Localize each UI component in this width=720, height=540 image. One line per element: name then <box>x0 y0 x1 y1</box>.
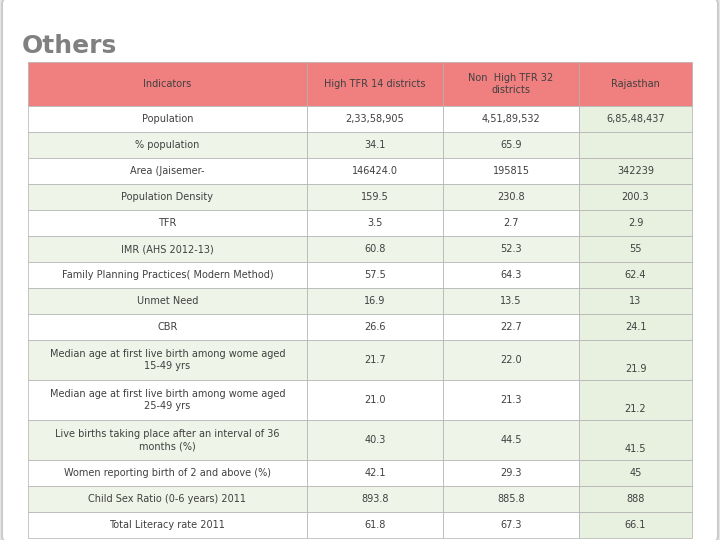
Text: 2.9: 2.9 <box>628 218 643 228</box>
Bar <box>443 62 579 106</box>
Text: 2,33,58,905: 2,33,58,905 <box>346 114 405 124</box>
Bar <box>579 512 692 538</box>
Bar <box>443 314 579 340</box>
Bar <box>443 340 579 380</box>
Text: 42.1: 42.1 <box>364 468 386 478</box>
Text: 62.4: 62.4 <box>625 270 647 280</box>
Bar <box>579 184 692 210</box>
Text: 22.7: 22.7 <box>500 322 522 332</box>
Text: 4,51,89,532: 4,51,89,532 <box>482 114 541 124</box>
Bar <box>307 460 443 486</box>
Bar <box>307 420 443 460</box>
Text: 21.7: 21.7 <box>364 355 386 365</box>
Text: 21.9: 21.9 <box>625 364 647 374</box>
Text: 2.7: 2.7 <box>503 218 519 228</box>
Bar <box>579 340 692 380</box>
Text: 61.8: 61.8 <box>364 520 386 530</box>
Text: 52.3: 52.3 <box>500 244 522 254</box>
Text: 41.5: 41.5 <box>625 444 647 454</box>
Text: 26.6: 26.6 <box>364 322 386 332</box>
Bar <box>579 158 692 184</box>
Text: 885.8: 885.8 <box>498 494 525 504</box>
Text: Unmet Need: Unmet Need <box>137 296 198 306</box>
Bar <box>307 262 443 288</box>
Bar <box>443 486 579 512</box>
Text: 342239: 342239 <box>617 166 654 176</box>
Text: Median age at first live birth among wome aged
15-49 yrs: Median age at first live birth among wom… <box>50 349 285 371</box>
Text: 60.8: 60.8 <box>364 244 386 254</box>
Bar <box>28 132 307 158</box>
Bar <box>28 236 307 262</box>
Bar <box>307 106 443 132</box>
Bar <box>579 62 692 106</box>
Bar <box>28 380 307 420</box>
Bar <box>443 512 579 538</box>
Text: TFR: TFR <box>158 218 176 228</box>
Bar <box>443 380 579 420</box>
Text: 57.5: 57.5 <box>364 270 386 280</box>
Text: 146424.0: 146424.0 <box>352 166 398 176</box>
Bar <box>307 314 443 340</box>
Bar <box>579 380 692 420</box>
Text: 21.0: 21.0 <box>364 395 386 405</box>
Text: 13.5: 13.5 <box>500 296 522 306</box>
Bar <box>307 210 443 236</box>
Text: Median age at first live birth among wome aged
25-49 yrs: Median age at first live birth among wom… <box>50 389 285 411</box>
Bar <box>579 132 692 158</box>
Bar <box>307 288 443 314</box>
Bar <box>28 460 307 486</box>
Bar <box>28 262 307 288</box>
Text: Total Literacy rate 2011: Total Literacy rate 2011 <box>109 520 225 530</box>
Text: 3.5: 3.5 <box>367 218 382 228</box>
Text: 6,85,48,437: 6,85,48,437 <box>606 114 665 124</box>
Bar <box>28 158 307 184</box>
Text: 13: 13 <box>629 296 642 306</box>
Text: % population: % population <box>135 140 199 150</box>
Bar <box>443 460 579 486</box>
Bar <box>307 158 443 184</box>
Text: 64.3: 64.3 <box>500 270 522 280</box>
Bar <box>307 512 443 538</box>
Bar <box>28 288 307 314</box>
Text: CBR: CBR <box>157 322 178 332</box>
Text: 40.3: 40.3 <box>364 435 386 445</box>
Bar <box>443 184 579 210</box>
Bar <box>28 62 307 106</box>
Bar <box>579 288 692 314</box>
Text: 21.3: 21.3 <box>500 395 522 405</box>
Text: Women reporting birth of 2 and above (%): Women reporting birth of 2 and above (%) <box>64 468 271 478</box>
Text: 200.3: 200.3 <box>622 192 649 202</box>
Bar <box>579 460 692 486</box>
Bar <box>579 210 692 236</box>
Text: 24.1: 24.1 <box>625 322 647 332</box>
Text: Child Sex Ratio (0-6 years) 2011: Child Sex Ratio (0-6 years) 2011 <box>89 494 246 504</box>
Text: 29.3: 29.3 <box>500 468 522 478</box>
Bar <box>579 236 692 262</box>
Text: 66.1: 66.1 <box>625 520 647 530</box>
Bar <box>579 420 692 460</box>
Bar <box>443 420 579 460</box>
Text: IMR (AHS 2012-13): IMR (AHS 2012-13) <box>121 244 214 254</box>
Text: 21.2: 21.2 <box>625 404 647 414</box>
Bar <box>307 132 443 158</box>
Bar <box>443 288 579 314</box>
Text: 159.5: 159.5 <box>361 192 389 202</box>
Text: Others: Others <box>22 34 117 58</box>
Text: 45: 45 <box>629 468 642 478</box>
Text: 34.1: 34.1 <box>364 140 386 150</box>
Bar <box>307 184 443 210</box>
Bar <box>443 236 579 262</box>
Text: Rajasthan: Rajasthan <box>611 79 660 89</box>
Text: Indicators: Indicators <box>143 79 192 89</box>
Text: 16.9: 16.9 <box>364 296 386 306</box>
Bar <box>443 158 579 184</box>
Bar <box>28 420 307 460</box>
Text: 888: 888 <box>626 494 644 504</box>
Bar <box>443 132 579 158</box>
Bar <box>579 314 692 340</box>
Text: 65.9: 65.9 <box>500 140 522 150</box>
Bar <box>28 106 307 132</box>
Bar <box>28 210 307 236</box>
Bar <box>579 262 692 288</box>
